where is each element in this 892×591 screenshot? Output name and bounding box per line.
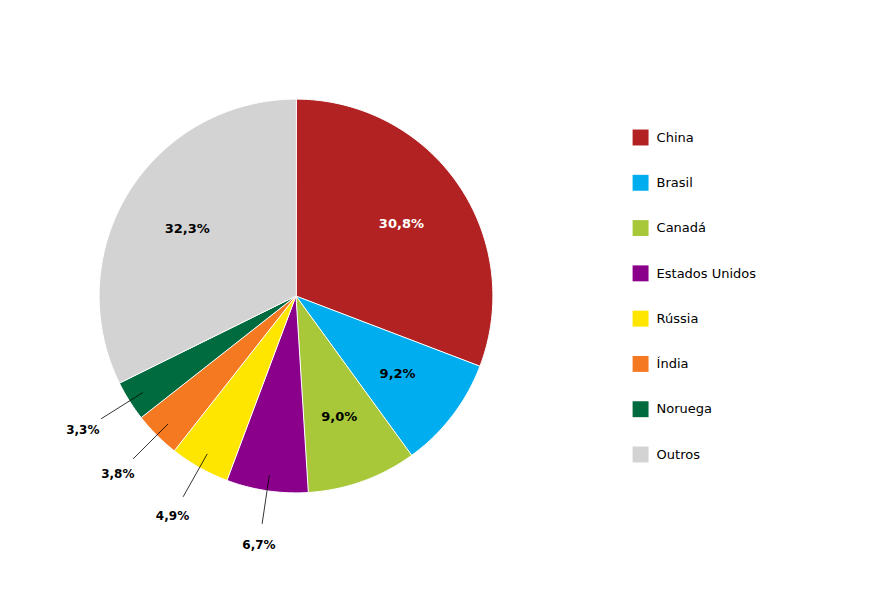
svg-text:Rússia: Rússia	[657, 311, 699, 326]
svg-text:Outros: Outros	[657, 447, 701, 462]
svg-text:3,8%: 3,8%	[101, 467, 134, 481]
svg-text:Noruega: Noruega	[657, 401, 712, 416]
svg-text:6,7%: 6,7%	[242, 538, 275, 552]
svg-text:9,0%: 9,0%	[321, 409, 357, 424]
svg-text:4,9%: 4,9%	[156, 509, 189, 523]
svg-text:3,3%: 3,3%	[66, 423, 99, 437]
svg-text:32,3%: 32,3%	[165, 221, 210, 236]
svg-text:Canadá: Canadá	[657, 220, 706, 235]
svg-text:Índia: Índia	[657, 356, 689, 371]
svg-text:Estados Unidos: Estados Unidos	[657, 266, 757, 281]
svg-text:Brasil: Brasil	[657, 175, 693, 190]
svg-text:9,2%: 9,2%	[380, 366, 416, 381]
svg-text:30,8%: 30,8%	[379, 216, 424, 231]
svg-text:China: China	[657, 130, 694, 145]
